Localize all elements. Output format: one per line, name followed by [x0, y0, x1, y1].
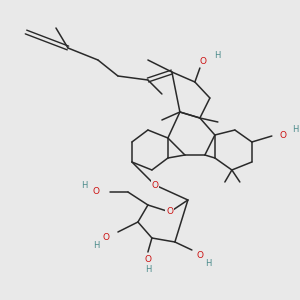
- Text: O: O: [200, 58, 206, 67]
- Text: O: O: [280, 131, 287, 140]
- Text: H: H: [292, 125, 298, 134]
- Text: H: H: [214, 52, 220, 61]
- Text: H: H: [205, 259, 211, 268]
- Text: H: H: [145, 266, 151, 274]
- Text: H: H: [82, 182, 88, 190]
- Text: O: O: [167, 208, 173, 217]
- Text: O: O: [196, 250, 203, 260]
- Text: H: H: [94, 242, 100, 250]
- Text: O: O: [93, 188, 100, 196]
- Text: O: O: [152, 181, 158, 190]
- Text: O: O: [103, 233, 110, 242]
- Text: O: O: [144, 256, 152, 265]
